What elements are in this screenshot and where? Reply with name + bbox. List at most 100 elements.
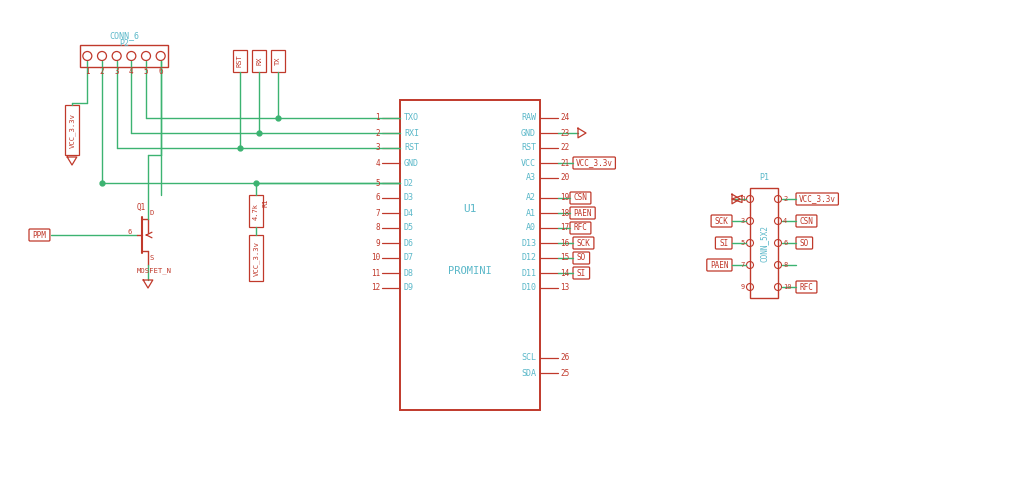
Text: 5: 5 — [143, 67, 148, 76]
Text: 6: 6 — [783, 240, 787, 246]
Text: 20: 20 — [560, 173, 569, 182]
Text: RST: RST — [521, 143, 536, 152]
Text: 4: 4 — [376, 158, 380, 167]
Text: SI: SI — [577, 269, 586, 277]
Text: 24: 24 — [560, 114, 569, 122]
Text: VCC_3.3v: VCC_3.3v — [69, 112, 76, 148]
Text: SCK: SCK — [577, 239, 591, 247]
Bar — [249, 235, 263, 281]
Text: PROMINI: PROMINI — [449, 266, 492, 275]
Text: VCC: VCC — [521, 158, 536, 167]
Text: SO: SO — [800, 239, 809, 247]
Text: 11: 11 — [371, 269, 380, 277]
Text: 16: 16 — [560, 239, 569, 247]
Text: 6: 6 — [159, 67, 163, 76]
Text: 13: 13 — [560, 284, 569, 292]
Text: 23: 23 — [560, 128, 569, 137]
Text: D10: D10 — [521, 284, 536, 292]
Text: D11: D11 — [521, 269, 536, 277]
Text: 1: 1 — [376, 114, 380, 122]
Text: SCL: SCL — [521, 353, 536, 363]
Text: 18: 18 — [560, 209, 569, 217]
Text: 4.7k: 4.7k — [253, 202, 259, 220]
Text: A0: A0 — [526, 224, 536, 232]
Text: MOSFET_N: MOSFET_N — [137, 268, 172, 274]
Text: 8: 8 — [376, 224, 380, 232]
Bar — [400, 100, 540, 410]
Text: D13: D13 — [521, 239, 536, 247]
Text: RST: RST — [404, 143, 419, 152]
Text: SCK: SCK — [715, 216, 728, 226]
Text: VCC_3.3v: VCC_3.3v — [799, 195, 836, 203]
Text: D4: D4 — [404, 209, 414, 217]
Text: 3: 3 — [740, 218, 745, 224]
Text: P1: P1 — [759, 173, 769, 182]
Text: 3: 3 — [376, 143, 380, 152]
Text: 6: 6 — [376, 194, 380, 202]
Text: 21: 21 — [560, 158, 569, 167]
Text: A3: A3 — [526, 173, 536, 182]
Text: S: S — [150, 255, 155, 261]
Text: D6: D6 — [404, 239, 414, 247]
Text: SI: SI — [719, 239, 728, 247]
Text: 3: 3 — [115, 67, 119, 76]
Text: 15: 15 — [560, 254, 569, 262]
Text: D9: D9 — [404, 284, 414, 292]
Text: RFC: RFC — [800, 283, 813, 291]
Text: RAW: RAW — [521, 114, 536, 122]
Text: SDA: SDA — [521, 368, 536, 378]
Text: 17: 17 — [560, 224, 569, 232]
Text: 12: 12 — [371, 284, 380, 292]
Text: 10: 10 — [783, 284, 792, 290]
Bar — [65, 105, 79, 155]
Text: 9: 9 — [740, 284, 745, 290]
Text: A1: A1 — [526, 209, 536, 217]
Bar — [271, 50, 285, 72]
Text: 5: 5 — [376, 179, 380, 187]
Text: 6: 6 — [128, 229, 132, 235]
Text: PPM: PPM — [33, 230, 46, 240]
Text: RXI: RXI — [404, 128, 419, 137]
Text: CONN_6: CONN_6 — [109, 31, 139, 41]
Text: 1: 1 — [85, 67, 90, 76]
Text: TX: TX — [275, 57, 281, 65]
Text: 4: 4 — [129, 67, 134, 76]
Bar — [252, 50, 266, 72]
Text: CONN_5X2: CONN_5X2 — [760, 225, 768, 261]
Text: 5: 5 — [740, 240, 745, 246]
Text: GND: GND — [404, 158, 419, 167]
Text: 8: 8 — [783, 262, 787, 268]
Text: D5: D5 — [404, 224, 414, 232]
Text: 10: 10 — [371, 254, 380, 262]
Text: D2: D2 — [404, 179, 414, 187]
Text: SO: SO — [577, 254, 586, 262]
Text: 7: 7 — [740, 262, 745, 268]
Bar — [249, 195, 263, 227]
Text: 19: 19 — [560, 194, 569, 202]
Bar — [750, 188, 778, 298]
Text: RST: RST — [237, 55, 243, 67]
Text: 25: 25 — [560, 368, 569, 378]
Text: PAEN: PAEN — [573, 209, 592, 217]
Bar — [233, 50, 247, 72]
Text: Q1: Q1 — [137, 202, 146, 212]
Text: PAEN: PAEN — [711, 260, 729, 270]
Text: P2: P2 — [119, 39, 129, 47]
Bar — [80, 45, 168, 67]
Text: 14: 14 — [560, 269, 569, 277]
Text: 22: 22 — [560, 143, 569, 152]
Text: VCC_3.3v: VCC_3.3v — [253, 241, 259, 275]
Text: D8: D8 — [404, 269, 414, 277]
Text: TXO: TXO — [404, 114, 419, 122]
Text: 2: 2 — [783, 196, 787, 202]
Text: D: D — [150, 210, 155, 216]
Text: U1: U1 — [463, 203, 477, 213]
Text: CSN: CSN — [573, 194, 588, 202]
Text: A2: A2 — [526, 194, 536, 202]
Text: 1: 1 — [740, 196, 745, 202]
Text: GND: GND — [521, 128, 536, 137]
Text: D3: D3 — [404, 194, 414, 202]
Text: R1: R1 — [262, 199, 268, 207]
Text: VCC_3.3v: VCC_3.3v — [575, 158, 612, 167]
Text: 9: 9 — [376, 239, 380, 247]
